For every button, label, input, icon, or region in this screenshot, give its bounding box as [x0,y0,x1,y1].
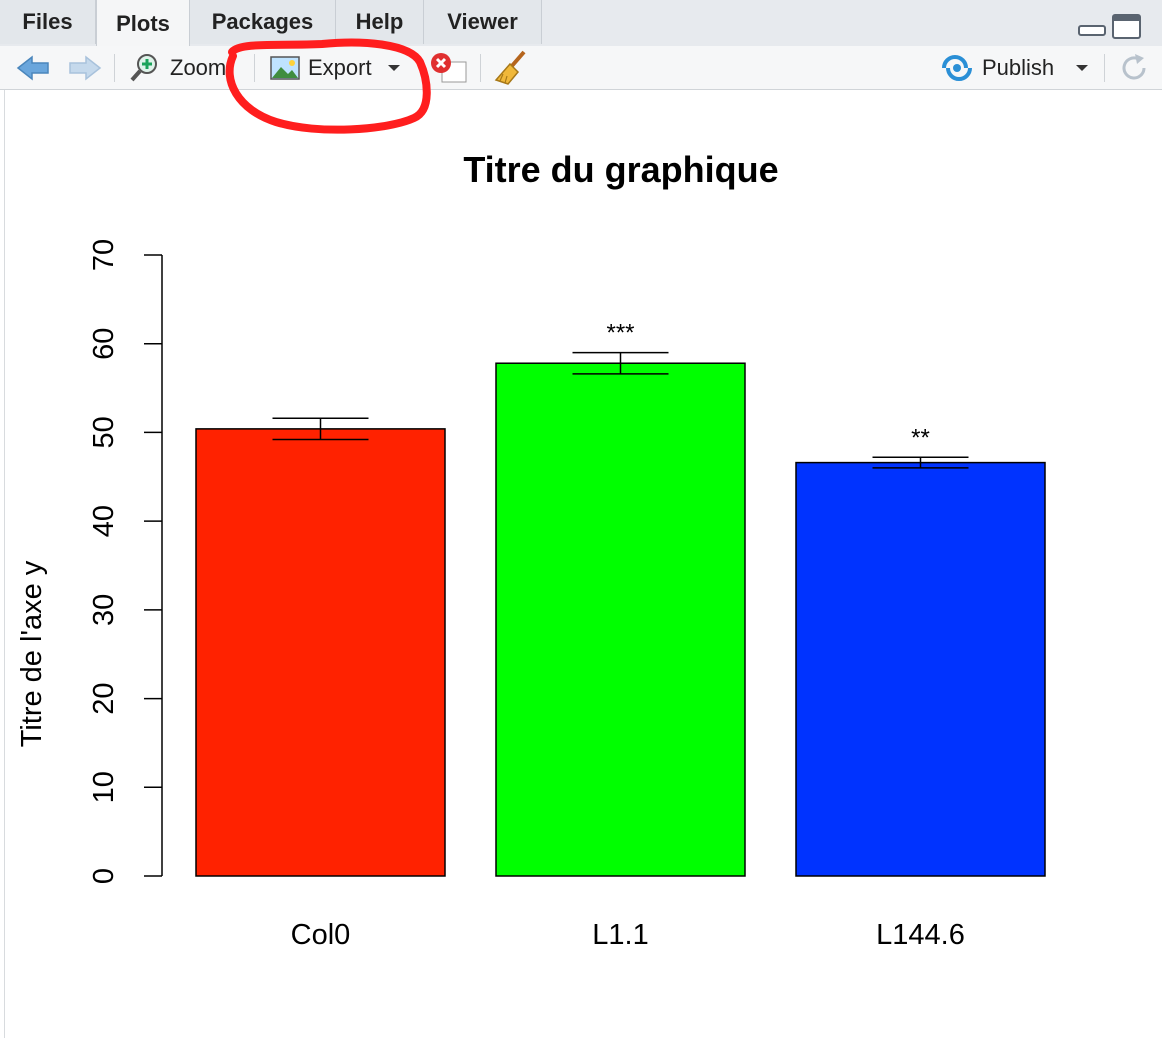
y-tick-label: 60 [88,328,120,360]
clear-all-plots-button[interactable] [494,46,528,89]
plot-viewer: Titre du graphique Titre de l'axe y 0 10 2… [4,90,1162,1038]
minimize-pane-button[interactable] [1078,24,1106,36]
y-tick-label: 50 [88,416,120,448]
tab-help[interactable]: Help [336,0,424,44]
minimize-icon [1078,25,1106,36]
y-tick-label: 0 [88,868,120,884]
y-axis: 0 10 20 30 40 50 60 70 [88,239,163,884]
y-tick-label: 30 [88,594,120,626]
arrow-right-icon [69,54,102,81]
next-plot-button[interactable] [68,46,102,89]
y-tick-label: 10 [88,771,120,803]
remove-plot-icon [431,52,467,82]
chart-title: Titre du graphique [463,149,778,190]
bar-chart: Titre du graphique Titre de l'axe y 0 10 2… [16,149,1046,951]
publish-label: Publish [982,54,1055,80]
bar-l144-6 [795,461,1046,877]
bar-col0 [195,428,446,877]
chevron-down-icon [1076,64,1089,71]
refresh-button[interactable] [1118,46,1150,89]
y-tick-label: 40 [88,505,120,537]
bar-l1-1 [495,362,746,877]
broom-icon [494,50,526,85]
refresh-icon [1122,53,1146,79]
y-axis-label: Titre de l'axe y [16,560,48,747]
x-tick-label: L1.1 [592,919,648,951]
tab-viewer[interactable]: Viewer [424,0,542,44]
remove-plot-button[interactable] [430,46,468,89]
tab-files[interactable]: Files [0,0,96,44]
plots-toolbar: Zoom Export Publish [0,46,1162,90]
significance-label: ** [911,424,930,451]
chevron-down-icon [387,64,400,71]
tab-packages[interactable]: Packages [190,0,336,44]
arrow-left-icon [16,54,49,81]
y-tick-label: 70 [88,239,120,271]
image-icon [270,55,300,80]
pane-tab-bar: Files Plots Packages Help Viewer [0,0,1162,47]
publish-icon [942,54,972,81]
tab-plots[interactable]: Plots [96,0,190,47]
x-tick-label: L144.6 [876,919,965,951]
export-button[interactable]: Export [270,46,404,89]
bars: Col0 *** L1.1 ** L144.6 [195,320,1046,951]
x-tick-label: Col0 [291,919,351,951]
export-label: Export [308,54,372,80]
publish-button[interactable]: Publish [940,46,1092,89]
magnifier-plus-icon [130,53,157,81]
zoom-label: Zoom [170,54,227,80]
zoom-button[interactable]: Zoom [128,46,226,89]
maximize-pane-button[interactable] [1112,14,1142,40]
y-tick-label: 20 [88,682,120,714]
significance-label: *** [606,320,634,347]
previous-plot-button[interactable] [16,46,50,89]
maximize-icon [1112,14,1141,39]
